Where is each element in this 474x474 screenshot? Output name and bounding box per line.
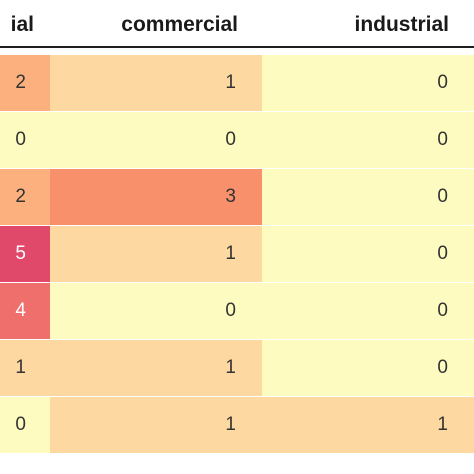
table-cell-residential: 1	[0, 340, 50, 396]
table-cell-residential: 2	[0, 55, 50, 111]
table-cell-industrial: 0	[262, 169, 474, 225]
table-cell-industrial: 0	[262, 226, 474, 282]
table-cell-industrial: 1	[262, 397, 474, 453]
table-cell-commercial: 3	[50, 169, 262, 225]
column-header-residential[interactable]: ial	[10, 13, 34, 36]
table-cell-industrial: 0	[262, 112, 474, 168]
table-cell-residential: 2	[0, 169, 50, 225]
column-header-industrial[interactable]: industrial	[354, 13, 449, 36]
column-header-commercial[interactable]: commercial	[121, 13, 238, 36]
table-cell-residential: 0	[0, 112, 50, 168]
table-cell-commercial: 1	[50, 55, 262, 111]
table-cell-residential: 0	[0, 397, 50, 453]
table-cell-commercial: 1	[50, 226, 262, 282]
table-cell-commercial: 0	[50, 112, 262, 168]
table-cell-residential: 4	[0, 283, 50, 339]
table-cell-industrial: 0	[262, 340, 474, 396]
table-cell-commercial: 1	[50, 397, 262, 453]
table-cell-commercial: 0	[50, 283, 262, 339]
table-cell-commercial: 1	[50, 340, 262, 396]
table-cell-industrial: 0	[262, 55, 474, 111]
table-header: ial commercial industrial	[0, 0, 474, 48]
table-cell-residential: 5	[0, 226, 50, 282]
table-cell-industrial: 0	[262, 283, 474, 339]
